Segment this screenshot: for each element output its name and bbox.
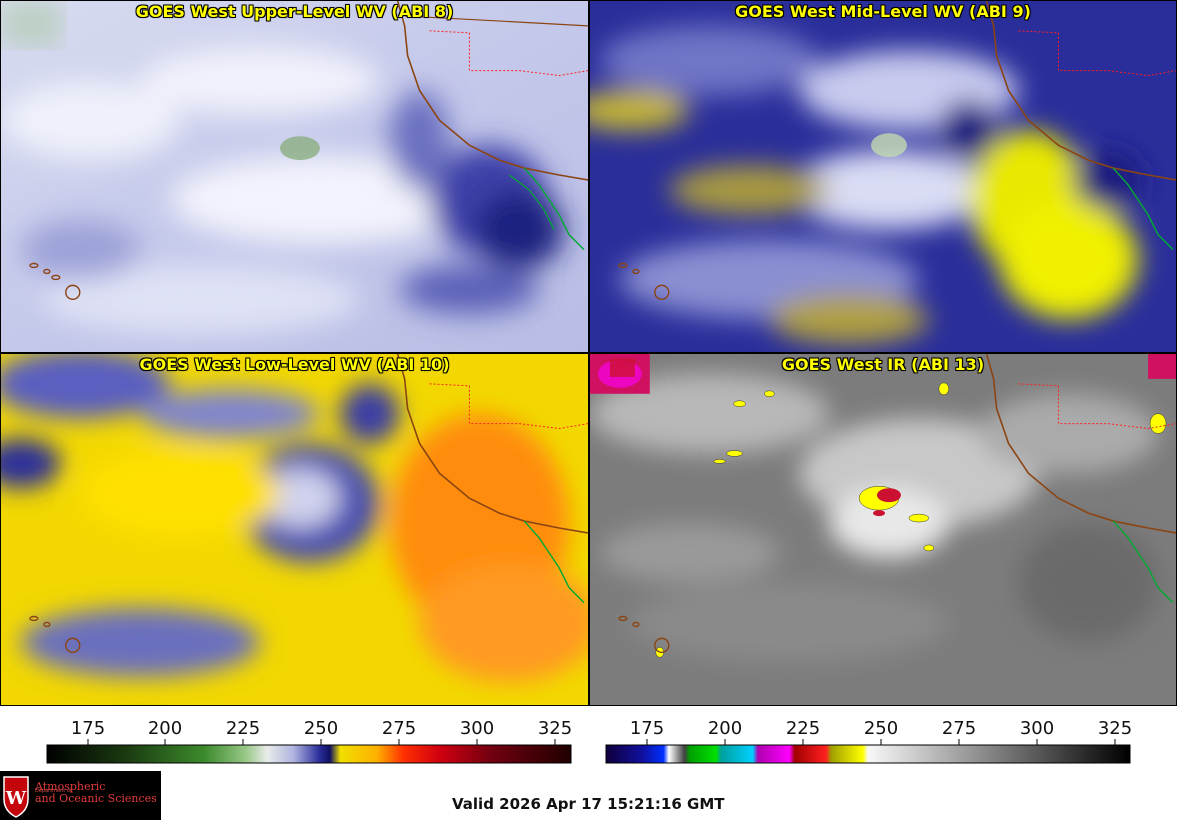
logo-name-line2: and Oceanic Sciences	[35, 792, 157, 805]
valid-time: Valid 2026 Apr 17 15:21:16 GMT	[452, 795, 725, 813]
wv-tick-label: 200	[147, 718, 183, 739]
ir-tick-label: 175	[629, 718, 665, 739]
logo-dept-label: Department of	[35, 788, 72, 794]
ir-tick-label: 275	[941, 718, 977, 739]
aos-logo: W Department of Atmospheric and Oceanic …	[0, 771, 161, 820]
logo-name: Atmospheric and Oceanic Sciences	[35, 781, 157, 805]
low-level-wv-title: GOES West Low-Level WV (ABI 10)	[139, 355, 450, 374]
upper-level-wv-panel: GOES West Upper-Level WV (ABI 8)	[0, 0, 589, 353]
ir-tick-label: 325	[1097, 718, 1133, 739]
wv-tick-label: 175	[70, 718, 106, 739]
wv-tick-label: 325	[537, 718, 573, 739]
wv-tick-label: 300	[459, 718, 495, 739]
svg-text:W: W	[5, 788, 27, 809]
mid-level-wv-image	[590, 1, 1176, 352]
upper-level-wv-image	[1, 1, 588, 352]
wv-colorbar-gradient	[46, 739, 572, 764]
wv-colorbar: 175 200 225 250 275 300 325	[0, 706, 589, 766]
ir-tick-label: 200	[707, 718, 743, 739]
logo-name-line1: Atmospheric	[35, 780, 106, 793]
ir-tick-label: 250	[863, 718, 899, 739]
ir-title: GOES West IR (ABI 13)	[781, 355, 985, 374]
wv-tick-label: 225	[225, 718, 261, 739]
ir-colorbar: 175 200 225 250 275 300 325	[589, 706, 1177, 766]
ir-colorbar-gradient	[605, 739, 1131, 764]
ir-image	[590, 354, 1176, 705]
mid-level-wv-title: GOES West Mid-Level WV (ABI 9)	[735, 2, 1031, 21]
wv-tick-label: 250	[303, 718, 339, 739]
ir-panel: GOES West IR (ABI 13)	[589, 353, 1177, 706]
upper-level-wv-title: GOES West Upper-Level WV (ABI 8)	[135, 2, 454, 21]
ir-tick-label: 300	[1019, 718, 1055, 739]
low-level-wv-image	[1, 354, 588, 705]
wv-tick-label: 275	[381, 718, 417, 739]
low-level-wv-panel: GOES West Low-Level WV (ABI 10)	[0, 353, 589, 706]
ir-tick-label: 225	[785, 718, 821, 739]
mid-level-wv-panel: GOES West Mid-Level WV (ABI 9)	[589, 0, 1177, 353]
uw-crest-icon: W	[3, 776, 29, 818]
